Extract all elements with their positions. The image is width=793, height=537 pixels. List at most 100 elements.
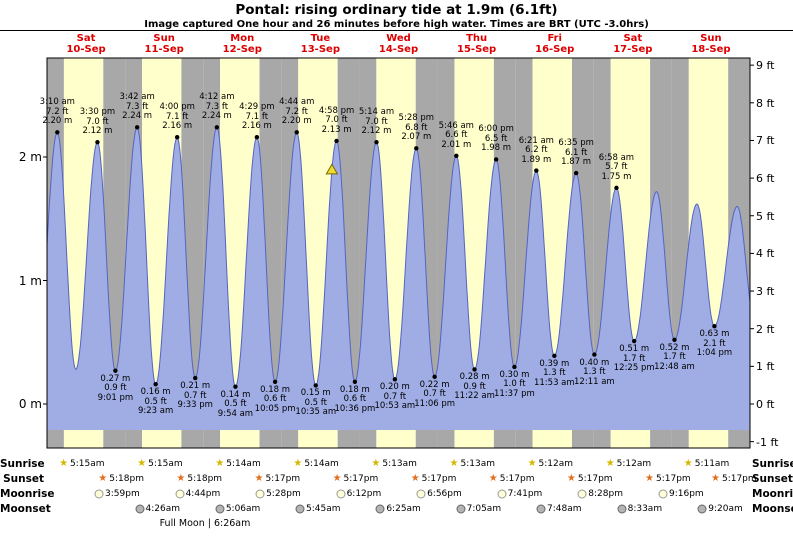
moonset-time: 7:48am	[536, 503, 582, 515]
tide-extreme-dot	[592, 352, 597, 357]
high-tide-label: 6:00 pm 6.5 ft 1.98 m	[478, 124, 514, 154]
moonset-time: 8:33am	[617, 503, 663, 515]
low-tide-label: 0.20 m 0.7 ft 10:53 am	[374, 382, 416, 412]
tide-area	[47, 127, 750, 431]
sunrise-time-text: 5:12am	[538, 459, 574, 469]
sunrise-icon: ★	[293, 458, 303, 469]
y-axis-label-right: 1 ft	[756, 360, 775, 374]
tide-curve	[46, 126, 751, 388]
sunrise-time-text: 5:14am	[304, 459, 339, 469]
sunset-time-text: 5:17pm	[343, 474, 379, 484]
sunset-time: ★ 5:17pm	[254, 473, 300, 485]
moonset-row-label-right: Moonset	[752, 503, 793, 515]
day-header: Mon 12-Sep	[222, 33, 262, 55]
sunrise-time-text: 5:15am	[148, 459, 183, 469]
moonrise-time: 3:59pm	[94, 488, 140, 500]
sunset-time-text: 5:18pm	[187, 474, 223, 484]
sunset-time-text: 5:17pm	[265, 474, 301, 484]
tide-extreme-dot	[672, 337, 677, 342]
moonrise-time: 8:28pm	[577, 488, 623, 500]
moonset-icon	[215, 504, 225, 514]
sunrise-time-text: 5:15am	[70, 459, 105, 469]
high-tide-label: 4:12 am 7.3 ft 2.24 m	[199, 92, 235, 122]
moonset-time-text: 7:48am	[547, 504, 582, 514]
sunrise-time: ★ 5:14am	[215, 458, 260, 470]
high-tide-label: 3:10 am 7.2 ft 2.20 m	[39, 97, 75, 127]
sunset-icon: ★	[98, 473, 108, 484]
moonrise-time: 5:28pm	[255, 488, 301, 500]
high-tide-label: 5:28 pm 6.8 ft 2.07 m	[398, 113, 435, 143]
high-tide-label: 4:58 pm 7.0 ft 2.13 m	[318, 105, 355, 135]
moonset-time-text: 7:05am	[466, 504, 502, 514]
sunrise-row-label-left: Sunrise	[0, 458, 45, 470]
moonset-time: 6:25am	[375, 503, 421, 515]
high-tide-label: 6:58 am 5.7 ft 1.75 m	[598, 152, 635, 182]
moonset-time-text: 6:25am	[386, 504, 421, 514]
y-axis-label-left: 0 m	[18, 397, 42, 411]
day-header: Sun 11-Sep	[144, 33, 184, 55]
sunrise-time: ★ 5:12am	[606, 458, 651, 470]
sunset-time: ★ 5:17pm	[567, 473, 613, 485]
day-header: Fri 16-Sep	[535, 33, 575, 55]
tide-extreme-dot	[432, 374, 437, 380]
low-tide-label: 0.40 m 1.3 ft 12:11 am	[574, 357, 615, 387]
sunrise-icon: ★	[683, 458, 693, 469]
moonset-time: 5:45am	[295, 503, 341, 515]
sunrise-time: ★ 5:13am	[450, 458, 495, 470]
moonset-icon	[617, 504, 627, 514]
low-tide-label: 0.63 m 2.1 ft 1:04 pm	[696, 329, 733, 359]
tide-extreme-dot	[95, 139, 100, 145]
sunset-time-text: 5:17pm	[577, 474, 613, 484]
moonrise-icon	[416, 489, 426, 499]
sunset-time: ★ 5:18pm	[176, 473, 222, 485]
moonrise-icon	[497, 489, 507, 499]
tide-extreme-dot	[254, 135, 260, 140]
tide-extreme-dot	[552, 353, 557, 359]
moonset-row-label-left: Moonset	[0, 503, 51, 515]
sunrise-time: ★ 5:11am	[684, 458, 729, 470]
sunrise-row-label-right: Sunrise	[752, 458, 793, 470]
high-tide-label: 6:21 am 6.2 ft 1.89 m	[518, 135, 554, 165]
moonrise-time-text: 9:16pm	[668, 489, 704, 499]
moonrise-time-text: 6:56pm	[427, 489, 462, 499]
y-axis-label-right: 8 ft	[756, 96, 775, 110]
low-tide-label: 0.28 m 0.9 ft 11:22 am	[454, 372, 495, 402]
low-tide-label: 0.15 m 0.5 ft 10:35 am	[295, 388, 337, 418]
day-header: Thu 15-Sep	[457, 33, 497, 55]
moonset-time: 7:05am	[456, 503, 502, 515]
sunset-time-text: 5:17pm	[655, 474, 691, 484]
y-axis-label-right: 5 ft	[756, 209, 775, 223]
moonrise-icon	[336, 489, 346, 499]
high-tide-label: 3:42 am 7.3 ft 2.24 m	[119, 92, 155, 122]
low-tide-label: 0.18 m 0.6 ft 10:36 pm	[334, 384, 376, 414]
tide-extreme-dot	[55, 130, 60, 135]
sunset-icon: ★	[176, 473, 186, 484]
high-tide-label: 3:30 pm 7.0 ft 2.12 m	[79, 107, 116, 137]
tide-extreme-dot	[214, 125, 220, 130]
sunrise-time: ★ 5:13am	[371, 458, 416, 470]
low-tide-label: 0.52 m 1.7 ft 12:48 am	[654, 342, 695, 372]
sunrise-icon: ★	[527, 458, 537, 469]
sunset-row-label-left: Sunset	[3, 473, 44, 485]
y-axis-label-right: 9 ft	[756, 59, 775, 73]
page-title: Pontal: rising ordinary tide at 1.9m (6.…	[235, 2, 558, 18]
moonset-time-text: 8:33am	[627, 504, 663, 514]
sunset-icon: ★	[332, 473, 342, 484]
high-tide-label: 4:44 am 7.2 ft 2.20 m	[279, 97, 315, 127]
sunset-icon: ★	[645, 473, 654, 484]
moonrise-row-label-left: Moonrise	[0, 488, 55, 500]
sunset-time-text: 5:17pm	[421, 474, 457, 484]
sunset-time-text: 5:18pm	[109, 474, 144, 484]
low-tide-label: 0.39 m 1.3 ft 11:53 am	[533, 358, 575, 388]
moonrise-icon	[94, 489, 104, 499]
y-axis-label-right: 7 ft	[756, 134, 775, 148]
moonrise-time: 4:44pm	[175, 488, 220, 500]
moonrise-icon	[255, 489, 265, 499]
moonrise-time: 7:41pm	[497, 488, 542, 500]
sunrise-icon: ★	[449, 458, 459, 469]
tide-extreme-dot	[294, 130, 299, 135]
sunrise-time: ★ 5:14am	[293, 458, 338, 470]
sunset-time: ★ 5:17pm	[411, 473, 457, 485]
moonset-time: 9:20am	[697, 503, 743, 515]
